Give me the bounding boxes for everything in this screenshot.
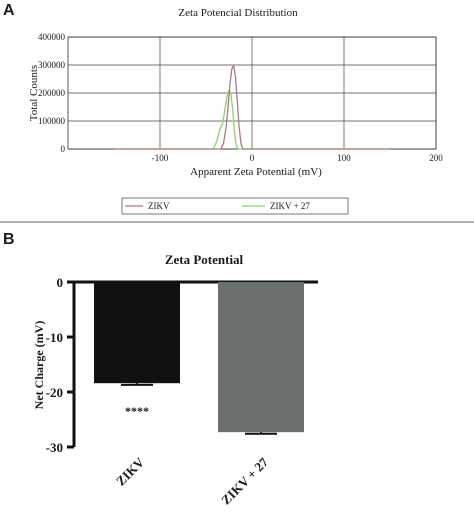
category-label-zikv-27: ZIKV + 27 (218, 454, 271, 507)
y-tick-label: 200000 (38, 88, 66, 98)
x-tick-label: -100 (152, 153, 169, 163)
chart-a-ylabel: Total Counts (28, 65, 40, 121)
y-tick-label: 400000 (38, 32, 66, 42)
x-tick-label: 0 (250, 153, 255, 163)
y-tick-label: -20 (46, 385, 63, 400)
bar-zikv-27 (218, 282, 304, 433)
chart-b-title: Zeta Potential (165, 252, 244, 267)
bar-zikv (94, 282, 180, 384)
chart-b-ylabel: Net Charge (mV) (32, 321, 46, 410)
chart-a-y-ticks: 0 100000 200000 300000 400000 (38, 32, 66, 154)
legend-label-zikv-27: ZIKV + 27 (270, 201, 310, 211)
y-tick-label: 300000 (38, 60, 66, 70)
series-line-zikv (114, 64, 390, 150)
chart-a-legend: ZIKV ZIKV + 27 (121, 197, 349, 215)
chart-b-bars: ZIKV ZIKV + 27 (94, 282, 304, 507)
chart-a-grid (68, 36, 437, 150)
y-tick-label: 100000 (38, 116, 66, 126)
chart-a-xlabel: Apparent Zeta Potential (mV) (190, 166, 322, 178)
y-tick-label: -30 (46, 440, 63, 455)
x-tick-label: 100 (337, 153, 351, 163)
category-label-zikv: ZIKV (113, 454, 148, 489)
x-tick-label: 200 (429, 153, 443, 163)
significance-marker: **** (125, 404, 149, 418)
chart-a-series (114, 64, 390, 150)
y-tick-label: 0 (61, 144, 66, 154)
chart-a-x-ticks: -100 0 100 200 (152, 153, 444, 163)
series-line-zikv-27 (114, 89, 390, 150)
panel-a-letter: A (3, 2, 15, 19)
legend-frame (121, 197, 349, 215)
y-tick-label: 0 (57, 275, 64, 290)
y-tick-label: -10 (46, 330, 63, 345)
legend-label-zikv: ZIKV (148, 201, 170, 211)
chart-a-title: Zeta Potencial Distribution (178, 7, 298, 19)
panel-b-letter: B (3, 231, 15, 248)
